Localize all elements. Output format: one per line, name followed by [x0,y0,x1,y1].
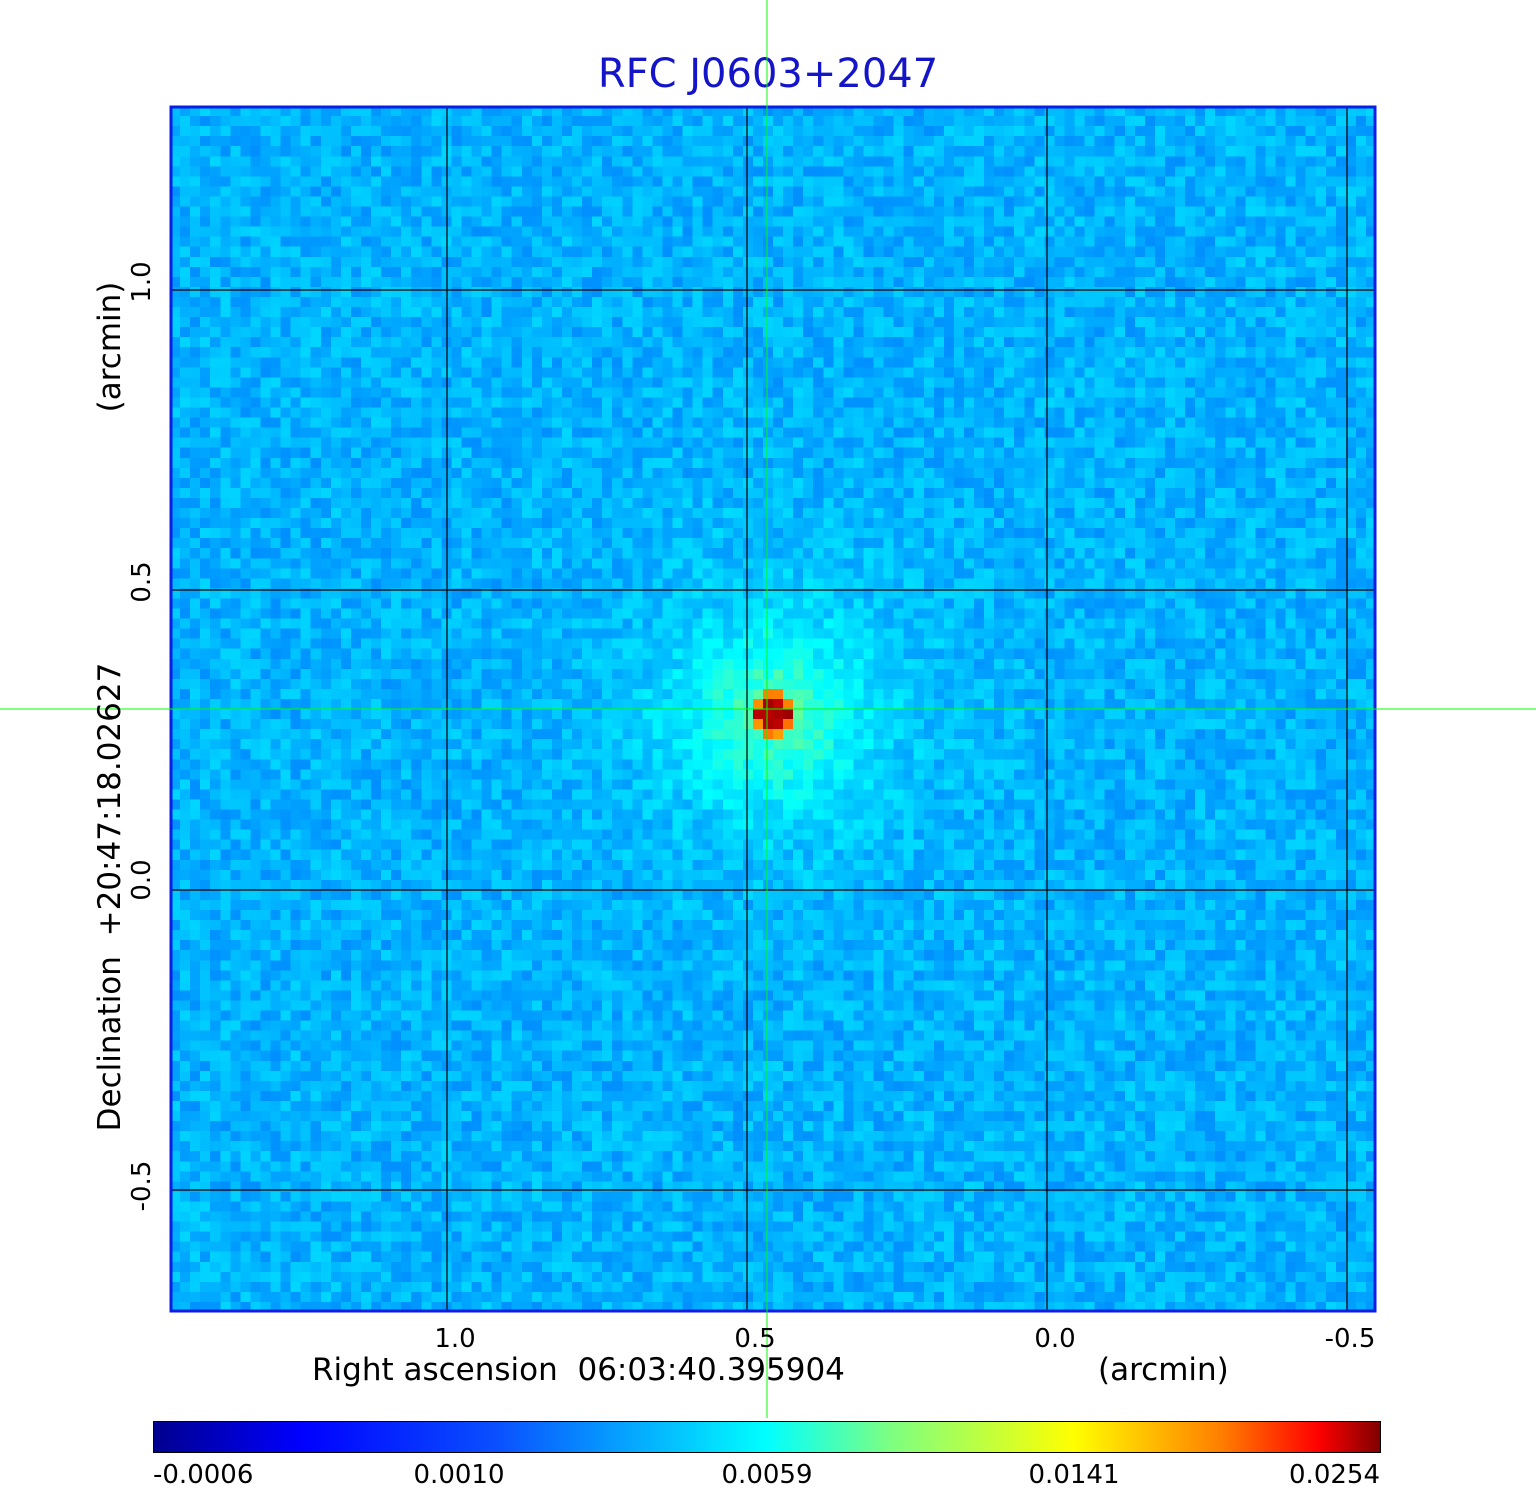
x-tick-label: -0.5 [1324,1324,1376,1354]
y-tick-label: 1.0 [127,261,157,303]
x-tick-label: 0.5 [734,1324,776,1354]
y-tick-label: 0.5 [127,561,157,603]
y-axis-unit: (arcmin) [92,281,128,413]
colorbar-tick-label: 0.0059 [721,1460,813,1490]
y-tick-label: 0.0 [127,859,157,901]
x-tick-label: 1.0 [434,1324,476,1354]
colorbar-tick-label: 0.0141 [1028,1460,1120,1490]
x-axis-label: Right ascension 06:03:40.395904 [312,1352,845,1388]
x-tick-label: 0.0 [1034,1324,1076,1354]
y-tick-label: -0.5 [127,1160,157,1212]
image-title: RFC J0603+2047 [597,51,939,97]
colorbar [153,1421,1381,1453]
colorbar-tick-label: 0.0254 [1289,1460,1380,1490]
colorbar-tick-label: -0.0006 [153,1460,254,1490]
colorbar-tick-label: 0.0010 [413,1460,505,1490]
x-axis-unit: (arcmin) [1098,1352,1229,1388]
sky-image [170,106,1376,1312]
sky-image-pixels [170,106,1376,1312]
y-axis-label: Declination +20:47:18.02627 [92,662,128,1132]
